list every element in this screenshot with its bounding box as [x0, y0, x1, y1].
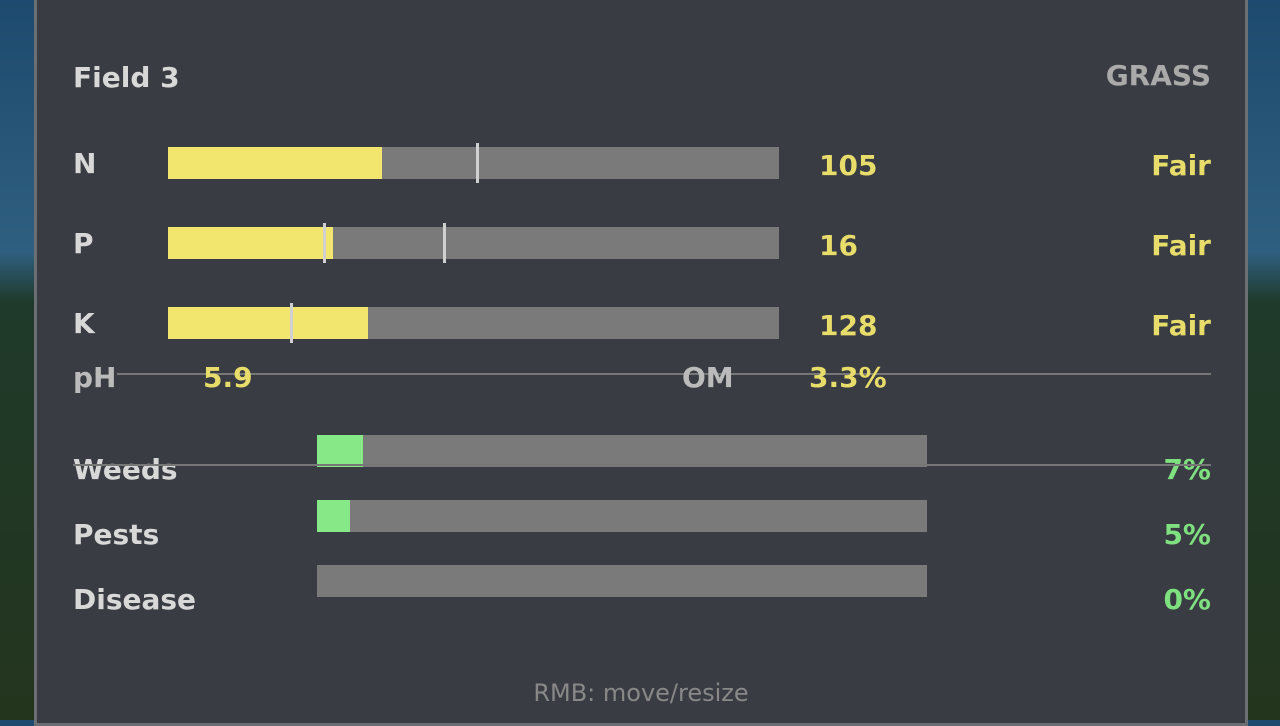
nutrient-bar-fill	[168, 227, 333, 259]
threat-value: 5%	[1163, 518, 1211, 551]
threat-label: Pests	[73, 518, 160, 551]
threat-bar	[317, 500, 927, 532]
nutrient-status: Fair	[1151, 229, 1211, 262]
threat-bar	[317, 565, 927, 597]
target-marker	[442, 223, 446, 263]
nutrient-label: N	[73, 147, 97, 180]
nutrient-label: P	[73, 227, 94, 260]
ph-label: pH	[73, 361, 117, 394]
threat-value: 0%	[1163, 583, 1211, 616]
nutrient-bar	[168, 303, 779, 343]
target-marker	[323, 223, 327, 263]
threat-label: Weeds	[73, 453, 178, 486]
crop-type: GRASS	[1105, 59, 1211, 92]
target-marker	[290, 303, 294, 343]
om-label: OM	[682, 361, 734, 394]
om-value: 3.3%	[809, 361, 887, 394]
ph-divider	[117, 373, 1211, 375]
nutrient-bar-fill	[168, 147, 382, 179]
threat-bar	[317, 435, 927, 467]
field-info-panel[interactable]: Field 3 GRASS N 105 Fair P 16 Fair K 128 F…	[34, 0, 1248, 726]
nutrient-label: K	[73, 307, 95, 340]
ph-value: 5.9	[203, 361, 253, 394]
threat-bar-fill	[317, 500, 350, 532]
threat-label: Disease	[73, 583, 197, 616]
target-marker	[475, 143, 479, 183]
nutrient-status: Fair	[1151, 309, 1211, 342]
nutrient-status: Fair	[1151, 149, 1211, 182]
threat-bar-fill	[317, 435, 363, 467]
hint-text: RMB: move/resize	[533, 679, 749, 707]
nutrient-bar	[168, 223, 779, 263]
field-title: Field 3	[73, 61, 180, 94]
nutrient-value: 105	[819, 149, 878, 182]
nutrient-value: 128	[819, 309, 878, 342]
nutrient-bar-fill	[168, 307, 368, 339]
nutrient-value: 16	[819, 229, 858, 262]
nutrient-bar	[168, 143, 779, 183]
threat-value: 7%	[1163, 453, 1211, 486]
threat-divider	[73, 464, 1211, 466]
